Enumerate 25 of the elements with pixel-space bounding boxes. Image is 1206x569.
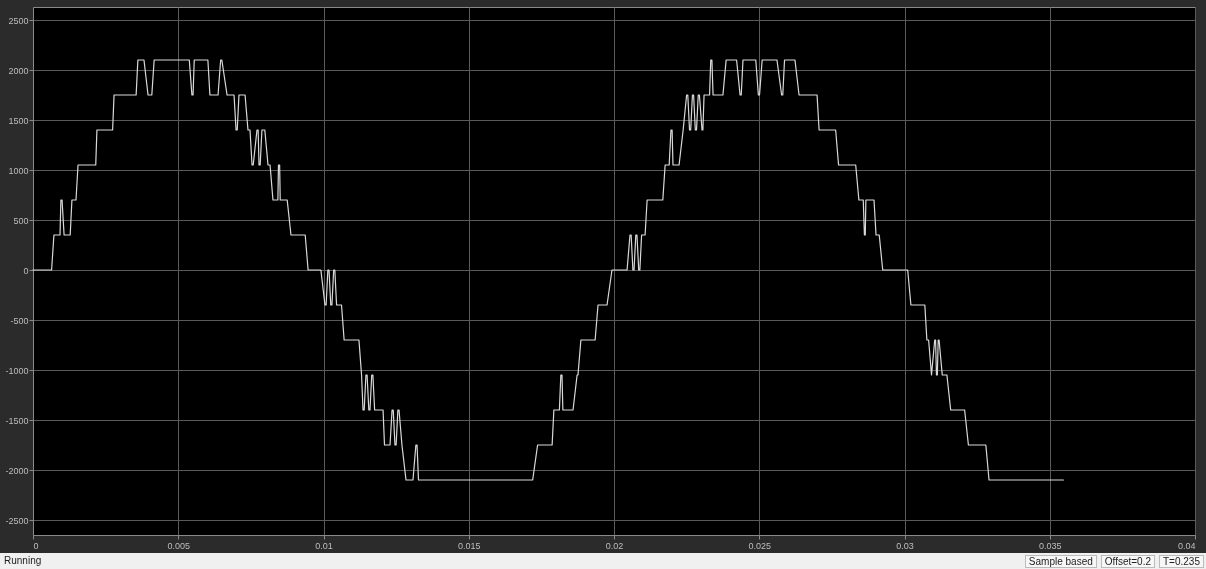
x-tick-label: 0.04 [1177,540,1196,551]
y-tick-label: 1500 [8,115,29,126]
y-tick-label: -1000 [5,365,29,376]
x-tick-label: 0.005 [167,540,191,551]
y-tick-label: 2500 [8,15,29,26]
y-tick-label: 2000 [8,65,29,76]
x-tick-label: 0.025 [748,540,772,551]
text: Sample based [1024,555,1097,568]
x-tick-label: 0.02 [605,540,624,551]
text: Offset=0.2 [1100,555,1156,568]
x-tick-label: 0 [33,540,39,551]
y-tick-label: -2500 [5,515,29,526]
x-tick-label: 0.03 [896,540,914,551]
line-series [32,59,1064,481]
text: T=0.235 [1159,555,1204,568]
x-tick-label: 0.01 [315,540,333,551]
y-tick-label: -500 [10,315,29,326]
y-tick-label: 500 [13,215,29,226]
text: Running [4,555,42,566]
y-tick-label: 0 [23,265,29,276]
y-tick-label: -2000 [5,465,29,476]
x-tick-label: 0.015 [457,540,481,551]
x-tick-label: 0.035 [1038,540,1062,551]
y-tick-label: 1000 [8,165,29,176]
y-tick-label: -1500 [5,415,29,426]
